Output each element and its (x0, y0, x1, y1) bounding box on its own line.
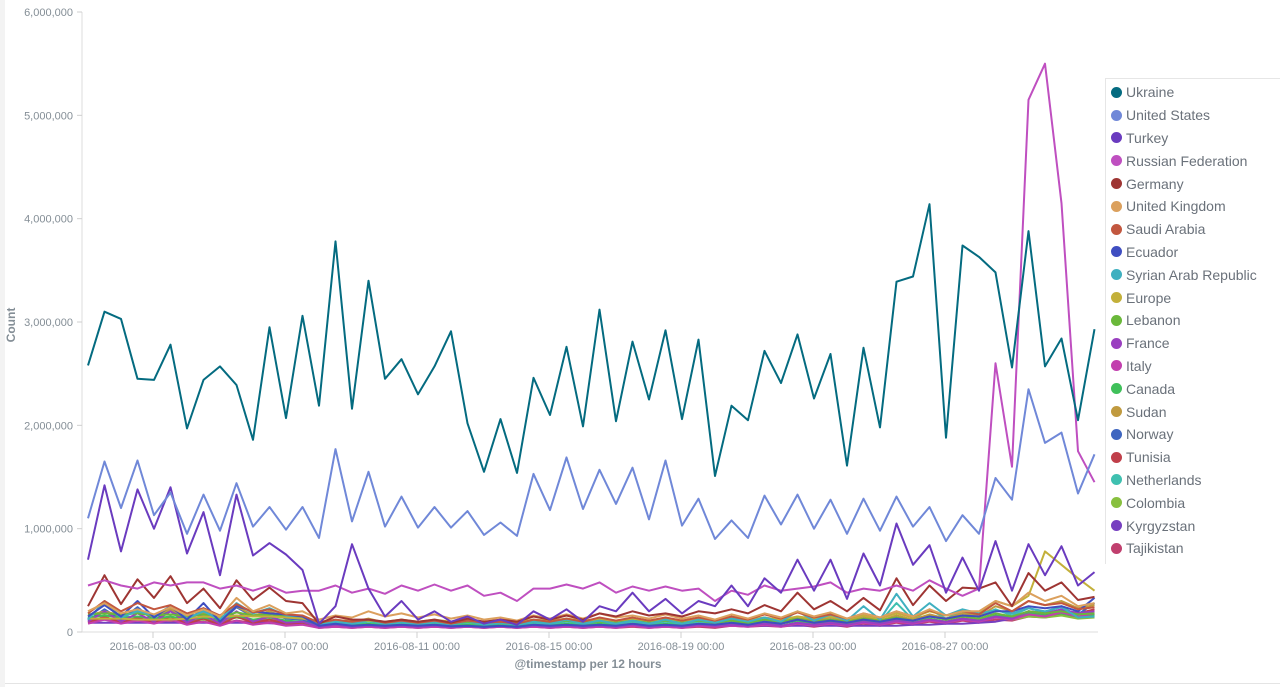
legend-label: Europe (1126, 289, 1172, 306)
x-tick-label: 2016-08-07 00:00 (242, 641, 329, 653)
y-tick-label: 0 (67, 627, 73, 639)
legend-label: Germany (1126, 175, 1184, 192)
legend-label: Netherlands (1126, 471, 1202, 488)
legend-item-colombia[interactable]: Colombia (1106, 491, 1280, 514)
legend-item-europe[interactable]: Europe (1106, 286, 1280, 309)
legend-item-kyrgyzstan[interactable]: Kyrgyzstan (1106, 514, 1280, 537)
legend-label: United States (1126, 107, 1211, 124)
legend-color-dot-icon (1111, 337, 1122, 349)
legend-color-dot-icon (1111, 360, 1122, 372)
legend-item-netherlands[interactable]: Netherlands (1106, 469, 1280, 492)
legend-color-dot-icon (1111, 178, 1122, 190)
x-tick-label: 2016-08-11 00:00 (374, 641, 460, 653)
legend-label: Saudi Arabia (1126, 221, 1206, 238)
legend-color-dot-icon (1111, 451, 1122, 463)
series-line-united-states[interactable] (87, 388, 1096, 543)
left-panel-edge (0, 0, 5, 687)
legend-label: Tunisia (1126, 449, 1171, 466)
y-tick-label: 6,000,000 (24, 7, 73, 19)
legend-color-dot-icon (1111, 292, 1122, 304)
legend-label: Colombia (1126, 494, 1186, 511)
y-axis-title: Count (4, 308, 18, 343)
x-tick-label: 2016-08-19 00:00 (638, 641, 725, 653)
legend-color-dot-icon (1111, 474, 1122, 486)
legend-item-turkey[interactable]: Turkey (1106, 127, 1280, 150)
legend-color-dot-icon (1111, 269, 1122, 281)
legend-item-tajikistan[interactable]: Tajikistan (1106, 537, 1280, 560)
legend-item-sudan[interactable]: Sudan (1106, 400, 1280, 423)
legend-label: Ukraine (1126, 84, 1175, 101)
legend-color-dot-icon (1111, 246, 1122, 258)
legend-label: Canada (1126, 380, 1176, 397)
legend-label: Ecuador (1126, 243, 1179, 260)
legend-label: United Kingdom (1126, 198, 1226, 215)
legend-color-dot-icon (1111, 520, 1122, 532)
legend-item-norway[interactable]: Norway (1106, 423, 1280, 446)
legend-label: France (1126, 335, 1170, 352)
legend-label: Kyrgyzstan (1126, 517, 1196, 534)
legend-item-germany[interactable]: Germany (1106, 172, 1280, 195)
legend-label: Syrian Arab Republic (1126, 266, 1257, 283)
legend-color-dot-icon (1111, 314, 1122, 326)
y-tick-label: 1,000,000 (24, 524, 73, 536)
legend-item-tunisia[interactable]: Tunisia (1106, 446, 1280, 469)
x-tick-label: 2016-08-15 00:00 (506, 641, 593, 653)
legend-color-dot-icon (1111, 428, 1122, 440)
legend-color-dot-icon (1111, 383, 1122, 395)
legend-item-united-kingdom[interactable]: United Kingdom (1106, 195, 1280, 218)
x-tick-label: 2016-08-27 00:00 (902, 641, 989, 653)
legend-color-dot-icon (1111, 497, 1122, 509)
series-layer (87, 62, 1096, 629)
legend-item-france[interactable]: France (1106, 332, 1280, 355)
series-line-ukraine[interactable] (87, 203, 1096, 477)
legend-color-dot-icon (1111, 200, 1122, 212)
y-tick-label: 5,000,000 (24, 110, 73, 122)
legend-item-lebanon[interactable]: Lebanon (1106, 309, 1280, 332)
legend-item-italy[interactable]: Italy (1106, 355, 1280, 378)
series-line-russian-federation[interactable] (87, 62, 1096, 602)
legend-label: Turkey (1126, 129, 1169, 146)
legend-item-ukraine[interactable]: Ukraine (1106, 81, 1280, 104)
legend-item-saudi-arabia[interactable]: Saudi Arabia (1106, 218, 1280, 241)
legend-color-dot-icon (1111, 155, 1122, 167)
legend-color-dot-icon (1111, 223, 1122, 235)
legend-color-dot-icon (1111, 86, 1122, 98)
panel-divider (5, 683, 1280, 688)
legend-item-canada[interactable]: Canada (1106, 377, 1280, 400)
legend-color-dot-icon (1111, 109, 1122, 121)
line-chart: 0 1,000,000 2,000,000 3,000,000 4,000,000 5,0… (4, 7, 1098, 671)
legend-label: Russian Federation (1126, 152, 1248, 169)
legend-item-united-states[interactable]: United States (1106, 104, 1280, 127)
legend-item-ecuador[interactable]: Ecuador (1106, 241, 1280, 264)
x-axis-title: @timestamp per 12 hours (514, 657, 661, 671)
series-line-germany[interactable] (87, 572, 1095, 625)
legend-color-dot-icon (1111, 132, 1122, 144)
legend-label: Norway (1126, 426, 1174, 443)
legend-color-dot-icon (1111, 542, 1122, 554)
x-tick-label: 2016-08-03 00:00 (110, 641, 197, 653)
x-axis: 2016-08-03 00:00 2016-08-07 00:00 2016-08-… (82, 631, 1098, 653)
legend-item-syrian-arab-republic[interactable]: Syrian Arab Republic (1106, 263, 1280, 286)
legend-color-dot-icon (1111, 406, 1122, 418)
legend-label: Italy (1126, 357, 1152, 374)
legend-label: Lebanon (1126, 312, 1181, 329)
legend-label: Tajikistan (1126, 540, 1184, 557)
series-line-turkey[interactable] (87, 484, 1096, 626)
y-tick-label: 2,000,000 (24, 420, 73, 432)
x-tick-label: 2016-08-23 00:00 (770, 641, 857, 653)
y-tick-label: 4,000,000 (24, 214, 73, 226)
y-tick-label: 3,000,000 (24, 317, 73, 329)
legend: Ukraine United States Turkey Russian Federa… (1105, 78, 1280, 564)
legend-item-russian-federation[interactable]: Russian Federation (1106, 149, 1280, 172)
y-axis: 0 1,000,000 2,000,000 3,000,000 4,000,000 5,0… (24, 7, 83, 639)
legend-label: Sudan (1126, 403, 1167, 420)
